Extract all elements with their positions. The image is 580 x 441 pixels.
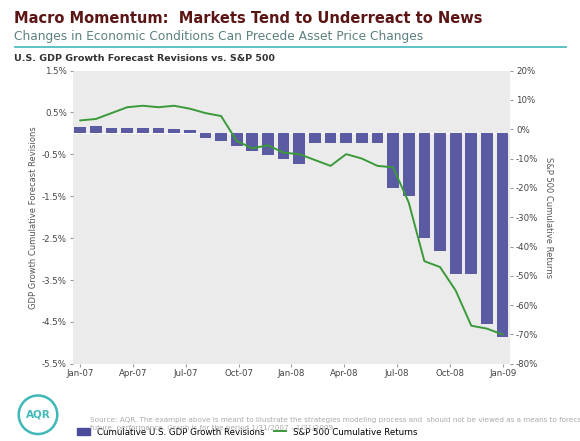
Legend: Cumulative U.S. GDP Growth Revisions, S&P 500 Cumulative Returns: Cumulative U.S. GDP Growth Revisions, S&… bbox=[74, 424, 421, 440]
Bar bbox=[325, 133, 336, 142]
Bar bbox=[496, 133, 509, 336]
Bar bbox=[74, 127, 86, 133]
Bar bbox=[90, 126, 102, 133]
Bar bbox=[434, 133, 446, 250]
Bar bbox=[246, 133, 258, 151]
Bar bbox=[372, 133, 383, 142]
Text: Changes in Economic Conditions Can Precede Asset Price Changes: Changes in Economic Conditions Can Prece… bbox=[14, 30, 424, 42]
Bar bbox=[293, 133, 305, 164]
Bar bbox=[340, 133, 352, 142]
Bar bbox=[153, 128, 164, 133]
Bar bbox=[481, 133, 493, 324]
Bar bbox=[450, 133, 462, 274]
Bar bbox=[168, 129, 180, 133]
Bar bbox=[419, 133, 430, 238]
Bar bbox=[184, 130, 195, 133]
Bar bbox=[403, 133, 415, 196]
Bar bbox=[262, 133, 274, 155]
Bar bbox=[121, 127, 133, 133]
Text: Source: AQR. The example above is meant to illustrate the strategies modeling pr: Source: AQR. The example above is meant … bbox=[90, 417, 580, 431]
Text: Macro Momentum:  Markets Tend to Underreact to News: Macro Momentum: Markets Tend to Underrea… bbox=[14, 11, 483, 26]
Bar bbox=[215, 133, 227, 141]
Bar bbox=[231, 133, 242, 146]
Text: U.S. GDP Growth Forecast Revisions vs. S&P 500: U.S. GDP Growth Forecast Revisions vs. S… bbox=[14, 54, 276, 63]
Bar bbox=[137, 128, 148, 133]
Y-axis label: S&P 500 Cumulative Returns: S&P 500 Cumulative Returns bbox=[544, 157, 553, 278]
Bar bbox=[387, 133, 399, 188]
Bar bbox=[356, 133, 368, 142]
Y-axis label: GDP Growth Cumulative Forecast Revisions: GDP Growth Cumulative Forecast Revisions bbox=[29, 126, 38, 309]
Bar bbox=[200, 133, 211, 138]
Bar bbox=[465, 133, 477, 274]
Text: AQR: AQR bbox=[26, 410, 50, 420]
Bar bbox=[106, 128, 118, 133]
Bar bbox=[278, 133, 289, 159]
Bar bbox=[309, 133, 321, 142]
